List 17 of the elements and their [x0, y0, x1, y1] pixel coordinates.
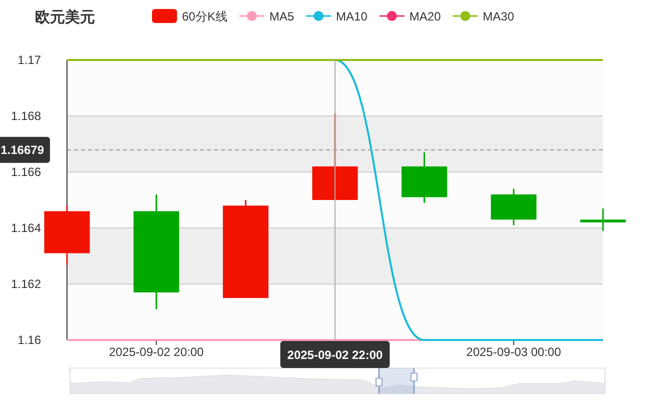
legend-label: MA10 [336, 10, 368, 24]
x-tick-label: 2025-09-03 00:00 [466, 345, 562, 359]
x-tick-label: 2025-09-02 22:00 [287, 348, 384, 362]
y-tick-label: 1.16 [18, 333, 42, 347]
x-tick-label: 2025-09-02 20:00 [108, 345, 204, 359]
y-tick-label: 1.162 [10, 277, 42, 291]
y-tick-label: 1.17 [18, 53, 42, 67]
y-tick-label: 1.168 [10, 109, 42, 123]
legend-label: MA30 [482, 10, 514, 24]
y-tick-label: 1.166 [10, 165, 42, 179]
legend-label: MA5 [269, 10, 294, 24]
candlestick [580, 208, 626, 232]
chart-title: 欧元美元 [35, 8, 95, 26]
legend-label: 60分K线 [182, 10, 228, 24]
y-tick-label: 1.164 [10, 221, 42, 235]
legend-label: MA20 [409, 10, 442, 24]
ref-line-label: 1.16679 [0, 142, 44, 157]
